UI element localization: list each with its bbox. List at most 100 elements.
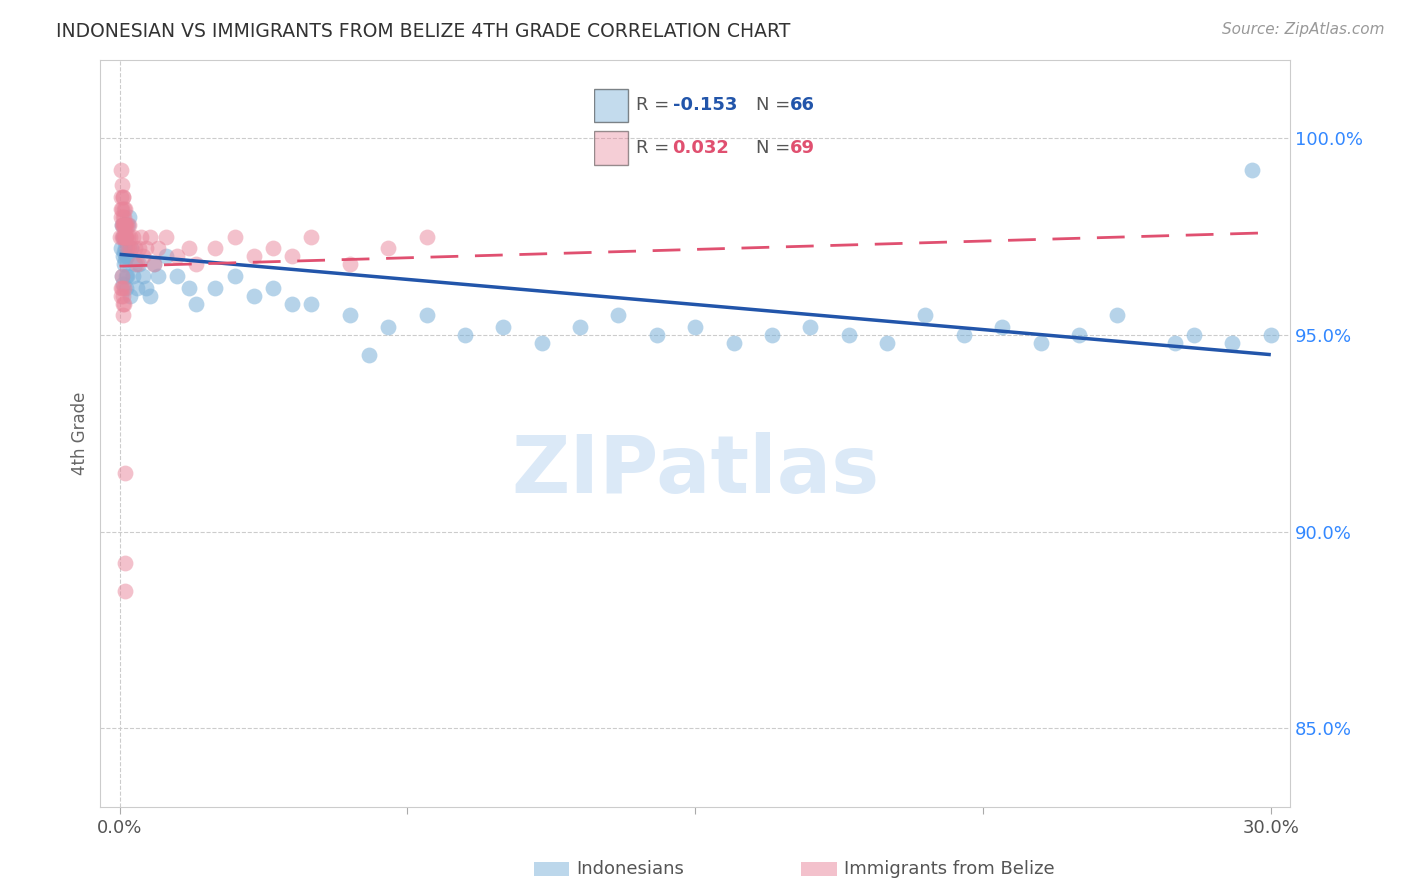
Point	[129, 229, 152, 244]
Point	[186, 296, 208, 310]
Point	[111, 296, 134, 310]
Text: Immigrants from Belize: Immigrants from Belize	[844, 860, 1054, 878]
Point	[111, 218, 134, 232]
Point	[492, 320, 515, 334]
Point	[114, 583, 136, 598]
Point	[110, 229, 132, 244]
Point	[112, 229, 135, 244]
Point	[110, 210, 132, 224]
Point	[111, 218, 134, 232]
Point	[111, 178, 134, 193]
Point	[377, 320, 399, 334]
Point	[111, 281, 134, 295]
Point	[683, 320, 706, 334]
Point	[991, 320, 1014, 334]
Point	[607, 308, 630, 322]
Point	[177, 281, 200, 295]
Point	[155, 249, 177, 263]
Point	[124, 242, 146, 256]
Point	[139, 288, 162, 302]
Point	[1222, 335, 1244, 350]
Point	[135, 281, 157, 295]
Point	[339, 257, 361, 271]
Point	[166, 249, 188, 263]
Point	[128, 242, 150, 256]
Point	[117, 218, 139, 232]
Point	[530, 335, 553, 350]
Point	[204, 242, 226, 256]
Point	[110, 281, 132, 295]
Point	[1260, 328, 1282, 343]
Point	[115, 218, 138, 232]
Point	[114, 229, 136, 244]
Point	[135, 242, 157, 256]
Point	[111, 308, 134, 322]
Point	[115, 268, 138, 283]
Point	[146, 242, 169, 256]
Point	[112, 218, 135, 232]
Point	[111, 218, 134, 232]
Point	[111, 277, 134, 291]
Point	[114, 249, 136, 263]
Point	[377, 242, 399, 256]
Point	[111, 229, 134, 244]
Point	[155, 229, 177, 244]
Point	[262, 281, 284, 295]
Point	[110, 288, 132, 302]
Point	[112, 190, 135, 204]
Point	[143, 257, 166, 271]
Point	[224, 268, 246, 283]
Point	[110, 162, 132, 177]
Point	[914, 308, 936, 322]
Point	[118, 210, 141, 224]
Point	[112, 210, 135, 224]
Point	[115, 218, 138, 232]
Point	[112, 245, 135, 260]
Point	[131, 268, 153, 283]
Point	[723, 335, 745, 350]
Point	[114, 556, 136, 570]
Point	[1164, 335, 1187, 350]
Point	[243, 288, 266, 302]
Point	[131, 249, 153, 263]
Point	[120, 242, 142, 256]
Point	[838, 328, 860, 343]
Point	[281, 296, 304, 310]
Point	[262, 242, 284, 256]
Point	[146, 268, 169, 283]
Point	[799, 320, 821, 334]
Point	[125, 257, 148, 271]
Point	[645, 328, 668, 343]
Point	[111, 268, 134, 283]
Point	[953, 328, 976, 343]
Point	[339, 308, 361, 322]
Point	[415, 308, 437, 322]
Point	[114, 218, 136, 232]
Point	[299, 296, 322, 310]
Point	[114, 218, 136, 232]
Point	[1182, 328, 1205, 343]
Point	[118, 242, 141, 256]
Point	[115, 281, 138, 295]
Point	[110, 242, 132, 256]
Point	[111, 229, 134, 244]
Point	[128, 257, 150, 271]
Point	[224, 229, 246, 244]
Point	[114, 234, 136, 248]
Text: INDONESIAN VS IMMIGRANTS FROM BELIZE 4TH GRADE CORRELATION CHART: INDONESIAN VS IMMIGRANTS FROM BELIZE 4TH…	[56, 22, 790, 41]
Point	[281, 249, 304, 263]
Point	[117, 229, 139, 244]
Point	[1107, 308, 1129, 322]
Point	[454, 328, 477, 343]
Point	[139, 229, 162, 244]
Text: Indonesians: Indonesians	[576, 860, 685, 878]
Point	[112, 296, 135, 310]
Point	[111, 268, 134, 283]
Point	[1240, 162, 1263, 177]
Point	[761, 328, 783, 343]
Point	[111, 249, 134, 263]
Point	[112, 288, 135, 302]
Point	[415, 229, 437, 244]
Point	[115, 249, 138, 263]
Point	[186, 257, 208, 271]
